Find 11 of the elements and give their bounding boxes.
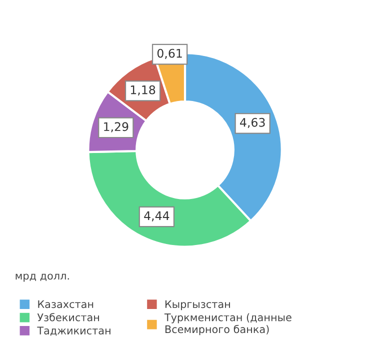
data-label: 4,44 — [144, 211, 170, 222]
data-label: 1,29 — [104, 122, 128, 132]
data-label: 4,63 — [240, 118, 265, 128]
legend-label: Кыргызстан — [165, 300, 230, 310]
data-label: 0,61 — [157, 48, 182, 59]
legend-label: Туркменистан (данные Всемирного банка) — [164, 313, 292, 336]
legend-label: Таджикистан — [37, 326, 110, 336]
legend-label: Узбекистан — [37, 313, 99, 322]
text: мрд долл. — [16, 274, 69, 282]
data-label: 1,18 — [130, 85, 156, 96]
legend-label: Казахстан — [38, 300, 94, 308]
